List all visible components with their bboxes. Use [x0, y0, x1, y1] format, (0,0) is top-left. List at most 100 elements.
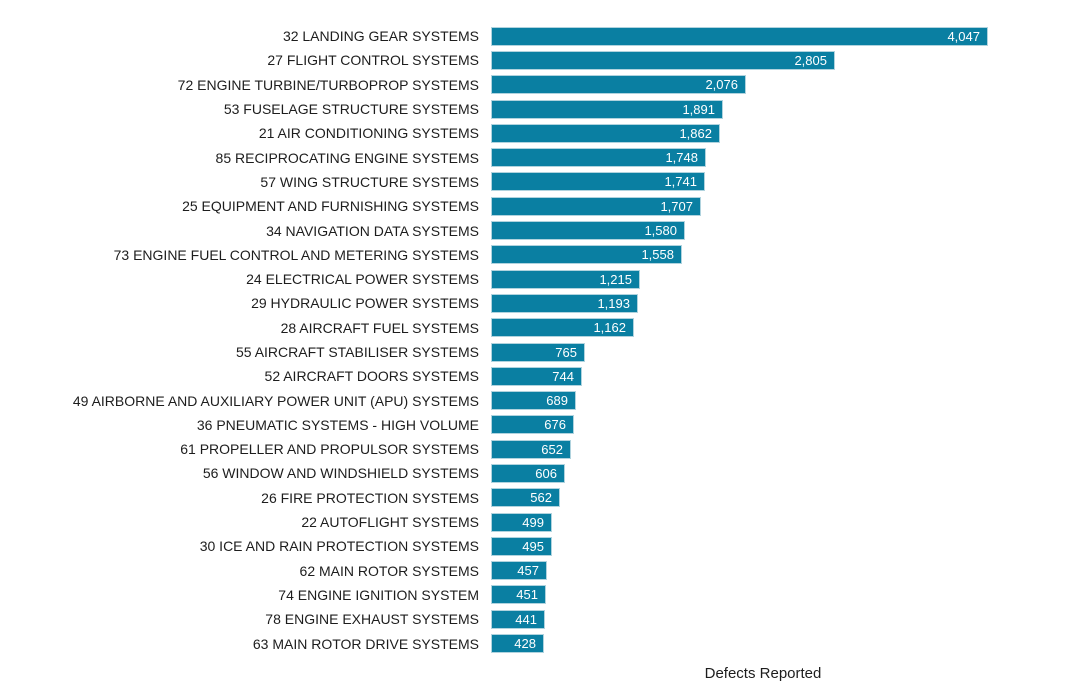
bar[interactable]: 428 [491, 634, 544, 654]
category-label: 21 AIR CONDITIONING SYSTEMS [258, 125, 479, 142]
value-label: 676 [544, 417, 566, 433]
category-label: 22 AUTOFLIGHT SYSTEMS [301, 514, 479, 531]
bar-row: 24 ELECTRICAL POWER SYSTEMS 1,215 [0, 267, 1086, 291]
bar[interactable]: 1,193 [491, 293, 638, 313]
value-label: 606 [535, 465, 557, 481]
value-label: 495 [522, 538, 544, 554]
bar-row: 56 WINDOW AND WINDSHIELD SYSTEMS 606 [0, 461, 1086, 485]
bar[interactable]: 765 [491, 342, 585, 362]
bar-area: 676 [479, 415, 1086, 435]
bar-row: 57 WING STRUCTURE SYSTEMS 1,741 [0, 170, 1086, 194]
category-label: 32 LANDING GEAR SYSTEMS [282, 28, 479, 45]
bar[interactable]: 562 [491, 488, 560, 508]
bar[interactable]: 1,558 [491, 245, 682, 265]
bar-area: 1,741 [479, 172, 1086, 192]
bar-area: 689 [479, 391, 1086, 411]
bar[interactable]: 1,162 [491, 318, 634, 338]
bar-area: 4,047 [479, 26, 1086, 46]
value-label: 1,580 [644, 223, 677, 239]
bar-row: 30 ICE AND RAIN PROTECTION SYSTEMS 495 [0, 534, 1086, 558]
bar-area: 744 [479, 366, 1086, 386]
category-label: 55 AIRCRAFT STABILISER SYSTEMS [236, 344, 479, 360]
bar-row: 74 ENGINE IGNITION SYSTEM 451 [0, 583, 1086, 607]
x-axis-title: Defects Reported [704, 665, 822, 682]
bar[interactable]: 2,076 [491, 75, 746, 95]
bar-row: 72 ENGINE TURBINE/TURBOPROP SYSTEMS 2,07… [0, 73, 1086, 97]
bar[interactable]: 1,580 [491, 221, 685, 241]
bar-row: 61 PROPELLER AND PROPULSOR SYSTEMS 652 [0, 437, 1086, 461]
bar-row: 78 ENGINE EXHAUST SYSTEMS 441 [0, 607, 1086, 631]
value-label: 499 [522, 514, 544, 530]
value-label: 652 [541, 441, 563, 457]
bar-area: 1,891 [479, 99, 1086, 119]
bar[interactable]: 457 [491, 561, 547, 581]
value-label: 1,193 [597, 295, 630, 311]
bar-row: 53 FUSELAGE STRUCTURE SYSTEMS 1,891 [0, 97, 1086, 121]
bar[interactable]: 676 [491, 415, 574, 435]
value-label: 451 [516, 587, 538, 603]
bar-row: 21 AIR CONDITIONING SYSTEMS 1,862 [0, 121, 1086, 145]
bar[interactable]: 1,215 [491, 269, 640, 289]
category-label: 52 AIRCRAFT DOORS SYSTEMS [264, 368, 479, 385]
bar-row: 49 AIRBORNE AND AUXILIARY POWER UNIT (AP… [0, 388, 1086, 412]
category-label: 72 ENGINE TURBINE/TURBOPROP SYSTEMS [177, 76, 479, 93]
category-label: 78 ENGINE EXHAUST SYSTEMS [265, 611, 479, 628]
bar[interactable]: 499 [491, 512, 552, 532]
category-label: 62 MAIN ROTOR SYSTEMS [299, 562, 479, 579]
value-label: 744 [552, 368, 574, 384]
bar[interactable]: 1,748 [491, 148, 706, 168]
value-label: 765 [555, 344, 577, 360]
category-label: 34 NAVIGATION DATA SYSTEMS [266, 222, 479, 239]
bar[interactable]: 1,891 [491, 99, 723, 119]
category-label: 25 EQUIPMENT AND FURNISHING SYSTEMS [182, 198, 479, 215]
bar-area: 451 [479, 585, 1086, 605]
bar-area: 652 [479, 439, 1086, 459]
bar-row: 85 RECIPROCATING ENGINE SYSTEMS 1,748 [0, 145, 1086, 169]
bar-row: 26 FIRE PROTECTION SYSTEMS 562 [0, 486, 1086, 510]
bar[interactable]: 4,047 [491, 26, 988, 46]
category-label: 53 FUSELAGE STRUCTURE SYSTEMS [223, 101, 479, 118]
bar-area: 499 [479, 512, 1086, 532]
value-label: 4,047 [947, 28, 980, 44]
value-label: 1,741 [664, 174, 697, 190]
bar[interactable]: 2,805 [491, 50, 835, 70]
bar-row: 62 MAIN ROTOR SYSTEMS 457 [0, 559, 1086, 583]
bar[interactable]: 606 [491, 463, 565, 483]
value-label: 1,707 [660, 198, 693, 214]
bar-row: 27 FLIGHT CONTROL SYSTEMS 2,805 [0, 48, 1086, 72]
category-label: 74 ENGINE IGNITION SYSTEM [278, 586, 479, 603]
bar-row: 63 MAIN ROTOR DRIVE SYSTEMS 428 [0, 631, 1086, 655]
bar-area: 441 [479, 609, 1086, 629]
bar-row: 36 PNEUMATIC SYSTEMS - HIGH VOLUME 676 [0, 413, 1086, 437]
bar-area: 1,193 [479, 293, 1086, 313]
category-label: 29 HYDRAULIC POWER SYSTEMS [251, 295, 479, 312]
bar[interactable]: 1,741 [491, 172, 705, 192]
bar-area: 1,580 [479, 221, 1086, 241]
category-label: 24 ELECTRICAL POWER SYSTEMS [246, 271, 479, 288]
bar[interactable]: 1,862 [491, 123, 720, 143]
bar[interactable]: 689 [491, 391, 576, 411]
value-label: 1,558 [641, 247, 674, 263]
bar-area: 1,215 [479, 269, 1086, 289]
category-label: 85 RECIPROCATING ENGINE SYSTEMS [215, 149, 479, 166]
bar-area: 1,162 [479, 318, 1086, 338]
category-label: 28 AIRCRAFT FUEL SYSTEMS [280, 319, 479, 336]
bar-row: 52 AIRCRAFT DOORS SYSTEMS 744 [0, 364, 1086, 388]
bar[interactable]: 652 [491, 439, 571, 459]
bar[interactable]: 744 [491, 366, 582, 386]
bar-area: 1,748 [479, 148, 1086, 168]
category-label: 36 PNEUMATIC SYSTEMS - HIGH VOLUME [196, 416, 479, 433]
value-label: 562 [530, 490, 552, 506]
category-label: 61 PROPELLER AND PROPULSOR SYSTEMS [180, 441, 479, 458]
bar-row: 28 AIRCRAFT FUEL SYSTEMS 1,162 [0, 316, 1086, 340]
bar[interactable]: 495 [491, 536, 552, 556]
bar[interactable]: 451 [491, 585, 546, 605]
bar[interactable]: 1,707 [491, 196, 701, 216]
bar[interactable]: 441 [491, 609, 545, 629]
bar-area: 1,558 [479, 245, 1086, 265]
value-label: 457 [517, 563, 539, 579]
value-label: 689 [546, 393, 568, 409]
bar-area: 428 [479, 634, 1086, 654]
value-label: 441 [515, 611, 537, 627]
